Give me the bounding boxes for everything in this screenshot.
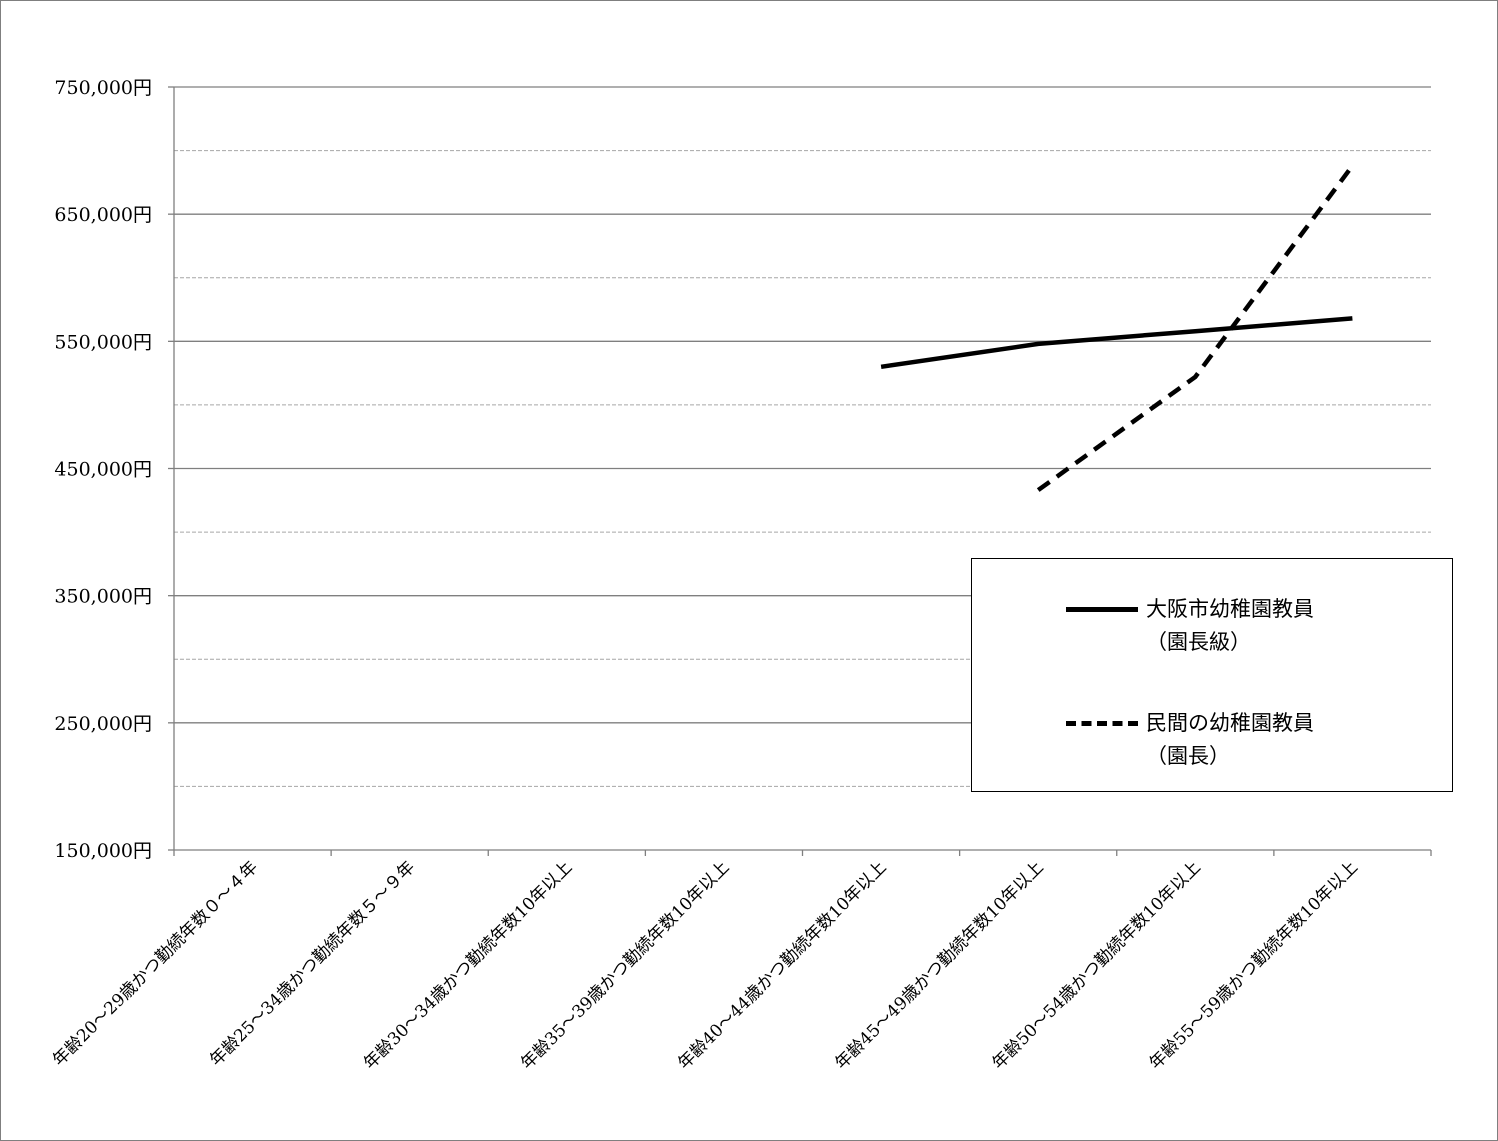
legend-swatch-dashed-line [1066,721,1138,726]
y-tick-label: 450,000円 [54,459,152,481]
y-tick-label: 250,000円 [54,713,152,735]
legend-label-series-2: 民間の幼稚園教員 （園長） [1146,711,1314,768]
legend-swatch-solid-line [1066,607,1138,612]
y-axis-tick-labels: 150,000円 250,000円 350,000円 450,000円 550,000円… [54,77,152,862]
legend-label-series-1: 大阪市幼稚園教員 （園長級） [1146,597,1314,654]
series-line-2 [1036,164,1355,492]
legend-item-series-2: 民間の幼稚園教員 （園長） [1066,707,1446,787]
y-tick-label: 550,000円 [54,331,152,353]
y-tick-label: 150,000円 [54,840,152,862]
axes [173,87,1432,856]
x-axis-category-labels: 年齢20～29歳かつ勤続年数０～４年年齢25～34歳かつ勤続年数５～９年年齢30… [49,857,1362,1073]
y-tick-label: 750,000円 [54,77,152,99]
y-tick-label: 350,000円 [54,586,152,608]
y-tick-label: 650,000円 [54,204,152,226]
series-line-1 [880,316,1353,370]
series-lines [880,164,1355,492]
legend-item-series-1: 大阪市幼稚園教員 （園長級） [1066,593,1446,673]
legend: 大阪市幼稚園教員 （園長級） 民間の幼稚園教員 （園長） [971,558,1453,792]
